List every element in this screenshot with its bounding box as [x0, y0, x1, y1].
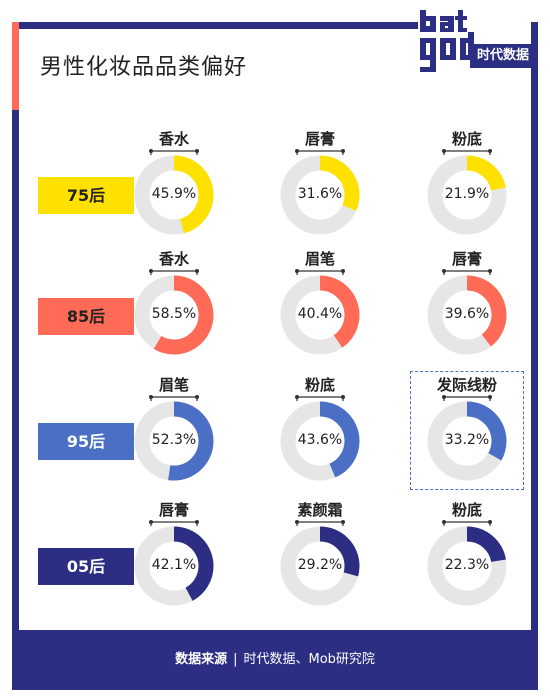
row-label: 95后: [38, 423, 134, 460]
bracket-icon: [295, 149, 345, 155]
frame-top-line: [12, 22, 418, 29]
donut-value: 22.3%: [444, 557, 490, 573]
donut-chart: [280, 401, 360, 481]
donut-value: 52.3%: [151, 432, 197, 448]
donut-value: 43.6%: [297, 432, 343, 448]
donut-slice: [280, 401, 360, 481]
donut-item: 唇膏 42.1%: [119, 499, 229, 619]
donut-chart: [427, 155, 507, 235]
logo-icon: [420, 10, 474, 72]
footer-label: 数据来源: [175, 652, 228, 667]
footer: 数据来源 | 时代数据、Mob研究院: [12, 630, 538, 690]
category-label: 粉底: [304, 376, 335, 394]
row-label: 85后: [38, 298, 134, 335]
donut-item: 粉底 21.9%: [412, 128, 522, 248]
bracket-icon: [149, 520, 199, 526]
donut-value: 31.6%: [297, 186, 343, 202]
donut-chart: [427, 526, 507, 606]
footer-source: 时代数据、Mob研究院: [243, 652, 375, 667]
donut-slice: [280, 155, 360, 235]
row-label: 75后: [38, 177, 134, 214]
donut-slice: [134, 155, 214, 235]
donut-value: 29.2%: [297, 557, 343, 573]
bracket-icon: [442, 149, 492, 155]
donut-slice: [134, 401, 214, 481]
page-frame: [12, 22, 538, 690]
category-label: 香水: [158, 130, 189, 148]
donut-slice: [280, 275, 360, 355]
bracket-icon: [442, 395, 492, 401]
category-label: 香水: [158, 250, 189, 268]
donut-value: 39.6%: [444, 306, 490, 322]
donut-item: 粉底 43.6%: [265, 374, 375, 494]
donut-chart: [134, 401, 214, 481]
bracket-icon: [149, 149, 199, 155]
category-label: 眉笔: [158, 376, 189, 394]
donut-item: 唇膏 31.6%: [265, 128, 375, 248]
accent-bar: [12, 22, 19, 110]
donut-chart: [134, 526, 214, 606]
donut-value: 21.9%: [444, 186, 490, 202]
category-label: 唇膏: [451, 250, 482, 268]
donut-slice: [427, 401, 507, 481]
donut-value: 40.4%: [297, 306, 343, 322]
donut-value: 33.2%: [444, 432, 490, 448]
donut-item: 香水 45.9%: [119, 128, 229, 248]
bracket-icon: [442, 520, 492, 526]
bracket-icon: [149, 269, 199, 275]
donut-slice: [134, 526, 214, 606]
donut-item: 发际线粉 33.2%: [412, 374, 522, 494]
donut-chart: [280, 526, 360, 606]
donut-item: 香水 58.5%: [119, 248, 229, 368]
donut-item: 素颜霜 29.2%: [265, 499, 375, 619]
donut-chart: [280, 155, 360, 235]
donut-value: 58.5%: [151, 306, 197, 322]
bracket-icon: [295, 395, 345, 401]
donut-chart: [427, 401, 507, 481]
row-label: 05后: [38, 548, 134, 585]
donut-slice: [427, 526, 507, 606]
donut-item: 眉笔 40.4%: [265, 248, 375, 368]
category-label: 唇膏: [158, 501, 189, 519]
donut-item: 唇膏 39.6%: [412, 248, 522, 368]
logo-text: 时代数据: [470, 44, 536, 68]
bracket-icon: [295, 269, 345, 275]
category-label: 发际线粉: [436, 376, 497, 394]
donut-chart: [427, 275, 507, 355]
highlight-box: [410, 371, 524, 490]
donut-slice: [427, 275, 507, 355]
donut-slice: [280, 526, 360, 606]
category-label: 粉底: [451, 130, 482, 148]
donut-chart: [134, 275, 214, 355]
category-label: 粉底: [451, 501, 482, 519]
bracket-icon: [149, 395, 199, 401]
donut-item: 粉底 22.3%: [412, 499, 522, 619]
donut-chart: [134, 155, 214, 235]
bracket-icon: [295, 520, 345, 526]
donut-slice: [134, 275, 214, 355]
donut-item: 眉笔 52.3%: [119, 374, 229, 494]
donut-value: 45.9%: [151, 186, 197, 202]
bracket-icon: [442, 269, 492, 275]
category-label: 眉笔: [304, 250, 335, 268]
donut-value: 42.1%: [151, 557, 197, 573]
category-label: 唇膏: [304, 130, 335, 148]
donut-slice: [427, 155, 507, 235]
donut-chart: [280, 275, 360, 355]
footer-separator: |: [233, 652, 238, 667]
category-label: 素颜霜: [297, 501, 343, 519]
page-title: 男性化妆品品类偏好: [40, 55, 248, 80]
